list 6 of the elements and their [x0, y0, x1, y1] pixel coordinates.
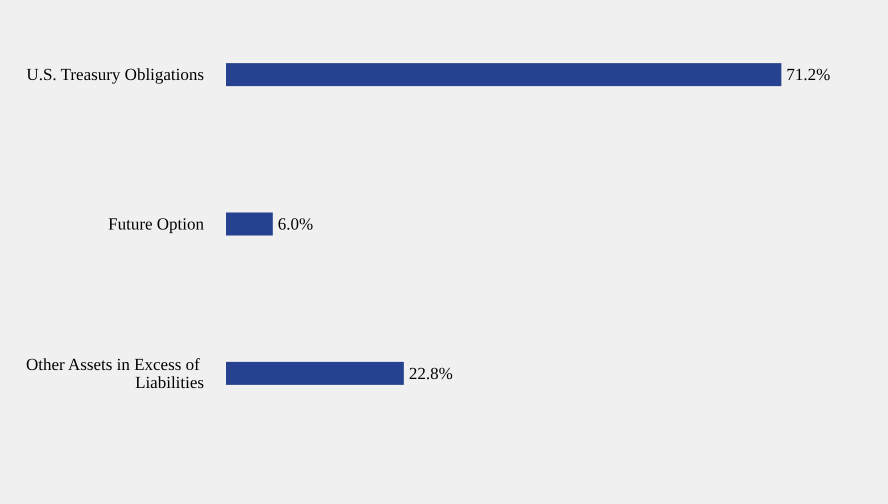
y-tick-label: U.S. Treasury Obligations [26, 65, 204, 84]
y-tick-label: Future Option [108, 214, 204, 234]
y-tick-label: Other Assets in Excess of Liabilities [26, 354, 204, 392]
data-label: 22.8% [408, 364, 453, 383]
data-label: 6.0% [278, 214, 314, 234]
data-label: 71.2% [786, 65, 830, 84]
